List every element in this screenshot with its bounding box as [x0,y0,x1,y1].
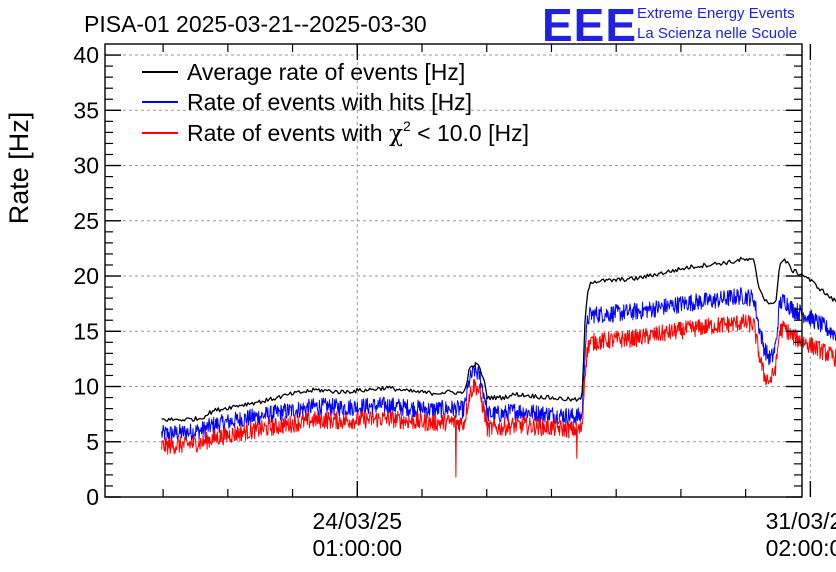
logo-line-1: Extreme Energy Events [637,5,795,22]
y-tick-label: 10 [73,374,99,400]
x-tick-time: 02:00:00 [766,535,836,561]
y-tick-label: 30 [73,153,99,179]
x-tick-date: 31/03/25 [766,508,836,534]
series-line-0 [161,256,836,422]
y-tick-label: 35 [73,97,99,123]
legend-label-average: Average rate of events [Hz] [187,59,465,85]
eee-logo-mark: EEE [542,0,637,51]
legend-label-hits: Rate of events with hits [Hz] [187,89,472,115]
x-tick-date: 24/03/25 [313,508,403,534]
y-tick-labels: 0 5 10 15 20 25 30 35 40 [73,42,99,510]
x-tick-time: 01:00:00 [313,535,403,561]
series-layer [161,256,836,478]
axis-ticks [105,44,812,498]
y-tick-label: 0 [86,484,99,510]
y-tick-label: 25 [73,208,99,234]
plot-frame [104,43,803,498]
chart-title: PISA-01 2025-03-21--2025-03-30 [84,11,427,37]
y-tick-label: 20 [73,263,99,289]
eee-logo: EEE Extreme Energy Events La Scienza nel… [542,0,797,51]
y-axis-label: Rate [Hz] [4,112,34,225]
legend-label-chi2: Rate of events with χ2 < 10.0 [Hz] [187,118,529,147]
y-tick-label: 5 [86,429,99,455]
logo-line-2: La Scienza nelle Scuole [637,25,797,42]
y-tick-label: 40 [73,42,99,68]
y-tick-label: 15 [73,318,99,344]
legend: Average rate of events [Hz] Rate of even… [142,59,529,147]
series-line-1 [161,287,836,441]
series-line-2 [161,313,836,478]
